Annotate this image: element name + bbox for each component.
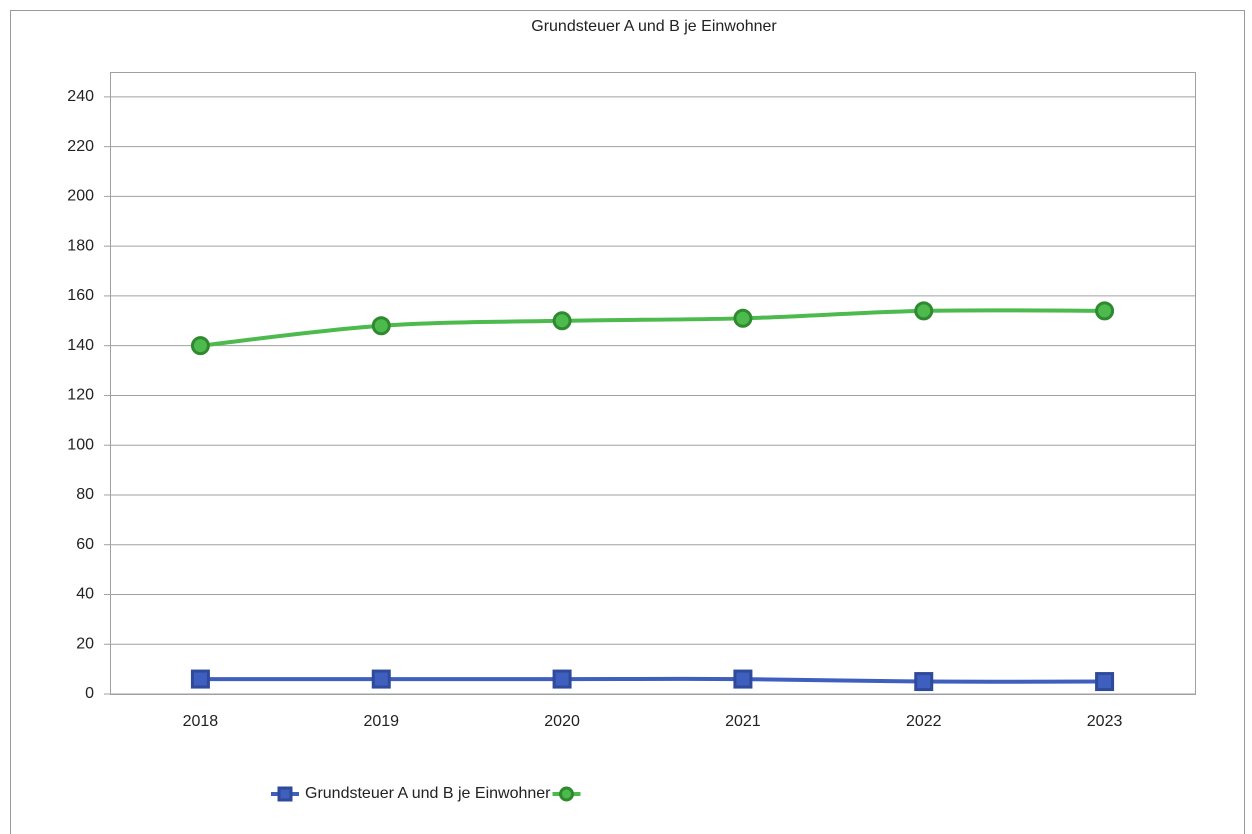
chart-frame: [10, 10, 1245, 834]
data-point: [190, 336, 210, 356]
data-point: [552, 311, 572, 331]
chart-title: Grundsteuer A und B je Einwohner: [531, 18, 777, 35]
series-line: [200, 676, 1105, 684]
y-tick-label: 140: [67, 337, 94, 354]
data-point: [552, 669, 572, 689]
y-tick-label: 0: [85, 685, 94, 702]
y-tick-label: 80: [76, 486, 94, 503]
y-tick-label: 40: [76, 586, 94, 603]
x-tick-label: 2018: [183, 713, 219, 730]
y-tick-label: 160: [67, 287, 94, 304]
data-point: [733, 669, 753, 689]
data-point: [914, 672, 934, 692]
x-tick-label: 2023: [1087, 713, 1123, 730]
x-tick-label: 2021: [725, 713, 761, 730]
y-tick-label: 100: [67, 436, 94, 453]
legend-marker: [559, 786, 574, 802]
x-tick-label: 2022: [906, 713, 942, 730]
y-tick-label: 200: [67, 188, 94, 205]
data-point: [190, 669, 210, 689]
y-tick-label: 220: [67, 138, 94, 155]
y-tick-label: 20: [76, 635, 94, 652]
y-tick-label: 240: [67, 88, 94, 105]
data-point: [371, 316, 391, 336]
legend-marker: [277, 786, 293, 802]
y-tick-label: 60: [76, 536, 94, 553]
x-tick-label: 2019: [363, 713, 399, 730]
series-line: [200, 308, 1105, 348]
data-point: [1095, 672, 1115, 692]
legend-label: Grundsteuer A und B je Einwohner: [305, 785, 551, 802]
data-point: [1095, 301, 1115, 321]
data-point: [733, 308, 753, 328]
data-point: [371, 669, 391, 689]
data-point: [914, 301, 934, 321]
y-tick-label: 120: [67, 387, 94, 404]
y-tick-label: 180: [67, 237, 94, 254]
x-tick-label: 2020: [544, 713, 580, 730]
